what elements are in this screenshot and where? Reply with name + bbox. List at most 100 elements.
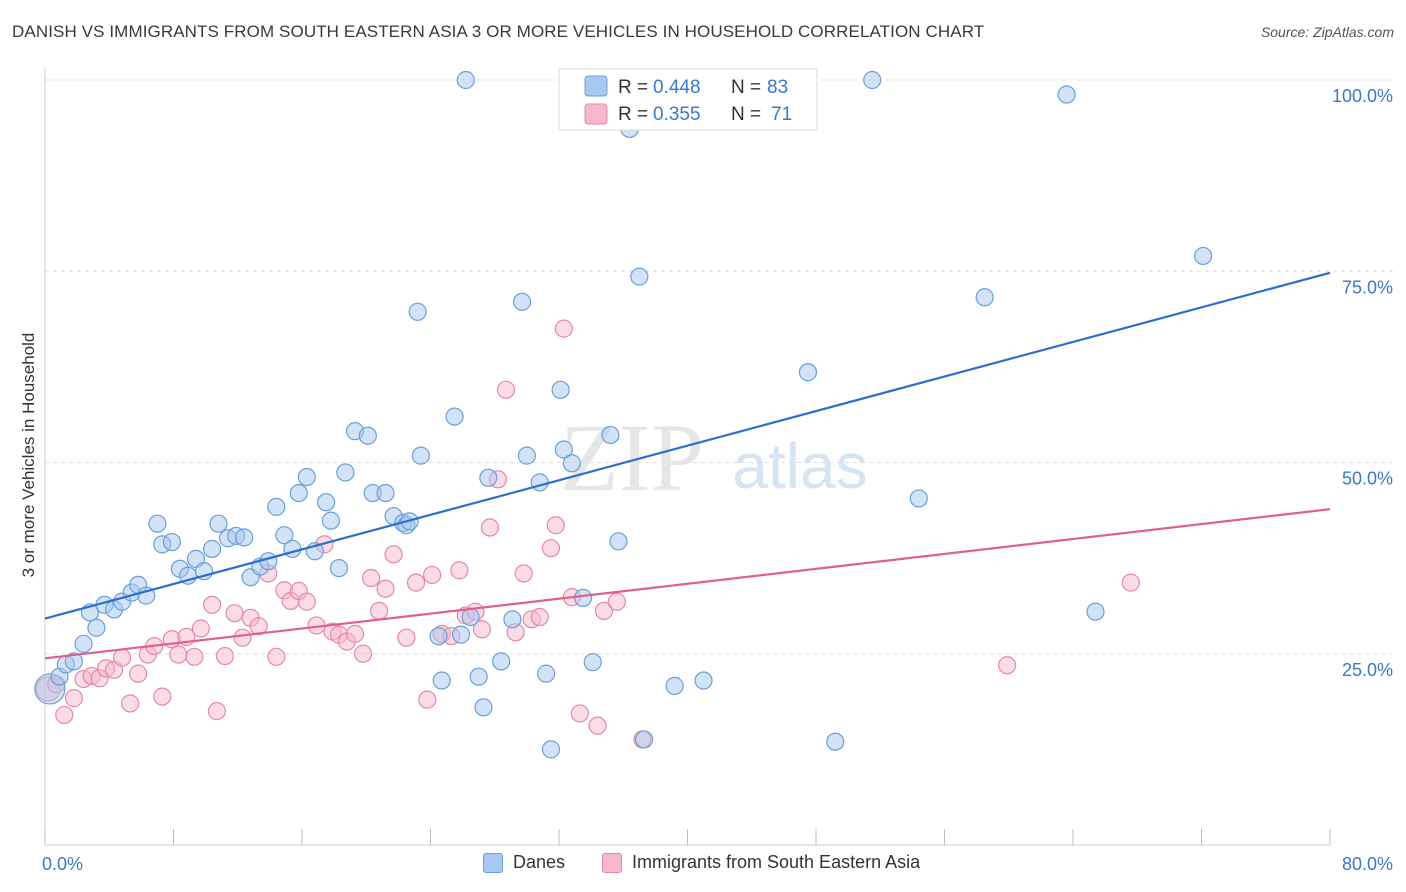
y-axis-label: 3 or more Vehicles in Household	[19, 333, 38, 578]
data-point-immigrants	[594, 601, 614, 621]
y-tick-label: 100.0%	[1332, 86, 1393, 106]
data-point-danes	[694, 671, 713, 690]
data-point-danes	[429, 627, 448, 646]
trend-lines	[44, 271, 1331, 660]
bottom-legend: Danes Immigrants from South Eastern Asia	[0, 852, 1406, 878]
data-point-danes	[635, 730, 654, 749]
data-point-immigrants	[384, 545, 403, 564]
data-point-immigrants	[345, 624, 365, 643]
data-point-danes	[530, 473, 549, 492]
data-point-danes	[551, 380, 570, 399]
data-point-immigrants	[418, 690, 437, 709]
data-point-danes	[235, 528, 254, 547]
data-point-danes	[492, 652, 511, 671]
watermark: ZIP atlas	[560, 404, 868, 511]
data-point-immigrants	[496, 380, 516, 399]
data-point-danes	[358, 426, 377, 445]
data-point-danes	[583, 653, 602, 672]
data-point-danes	[665, 676, 684, 695]
data-point-immigrants	[153, 687, 172, 706]
data-point-danes	[479, 468, 498, 487]
data-point-danes	[1057, 85, 1076, 104]
data-point-immigrants	[423, 565, 442, 585]
data-point-danes	[1194, 246, 1213, 266]
data-point-danes	[329, 558, 349, 578]
data-point-immigrants	[570, 704, 589, 723]
data-point-immigrants	[191, 619, 210, 638]
data-point-immigrants	[397, 628, 416, 647]
data-point-danes	[503, 610, 522, 629]
y-tick-label: 25.0%	[1342, 660, 1393, 680]
legend-n-label-immigrants: N =	[731, 104, 761, 125]
legend-n-value-danes: 83	[767, 77, 788, 98]
data-point-danes	[411, 446, 430, 465]
legend-swatch-danes-bottom	[483, 852, 503, 873]
data-point-danes	[74, 634, 93, 653]
data-point-danes	[975, 288, 994, 307]
top-legend: R = 0.448 N = 83 R = 0.355 N = 71	[558, 68, 818, 131]
data-point-danes	[267, 497, 286, 516]
legend-swatch-immigrants	[584, 103, 608, 125]
legend-r-value-immigrants: 0.355	[653, 104, 701, 125]
data-point-immigrants	[370, 601, 389, 621]
legend-r-value-danes: 0.448	[653, 77, 701, 98]
legend-n-value-immigrants: 71	[771, 104, 792, 125]
data-point-danes	[408, 302, 427, 321]
data-point-immigrants	[472, 620, 491, 639]
data-point-immigrants	[514, 564, 533, 583]
data-point-immigrants	[607, 592, 626, 611]
data-point-danes	[64, 652, 84, 671]
legend-item-immigrants: Immigrants from South Eastern Asia	[602, 852, 920, 873]
data-point-immigrants	[215, 646, 234, 666]
data-point-immigrants	[361, 568, 381, 588]
y-tick-label: 75.0%	[1342, 277, 1393, 297]
data-point-immigrants	[112, 648, 132, 667]
watermark-zip: ZIP	[560, 404, 704, 511]
legend-swatch-danes	[584, 75, 608, 97]
data-point-danes	[202, 539, 222, 559]
data-point-danes	[87, 618, 106, 637]
trend-line-immigrants	[44, 508, 1331, 660]
data-point-immigrants	[233, 628, 252, 647]
x-tick-labels: 0.0% 80.0%	[42, 854, 1393, 874]
data-point-danes	[376, 484, 395, 503]
data-point-danes	[275, 526, 294, 545]
data-point-danes	[162, 532, 181, 552]
legend-item-danes: Danes	[483, 852, 565, 873]
data-point-danes	[630, 267, 649, 286]
data-point-immigrants	[169, 645, 188, 664]
data-point-immigrants	[55, 705, 74, 725]
data-point-danes	[209, 514, 228, 533]
data-point-danes	[445, 407, 464, 426]
series-immigrants-points	[35, 319, 1140, 749]
data-point-danes	[283, 539, 302, 559]
data-point-immigrants	[202, 595, 222, 614]
data-point-immigrants	[998, 656, 1017, 675]
chart-title: DANISH VS IMMIGRANTS FROM SOUTH EASTERN …	[12, 22, 985, 41]
data-point-danes	[863, 70, 882, 90]
data-point-immigrants	[64, 689, 84, 708]
data-point-immigrants	[554, 319, 573, 338]
data-point-immigrants	[129, 664, 148, 683]
legend-label-danes: Danes	[513, 852, 566, 872]
y-tick-label: 50.0%	[1342, 469, 1393, 489]
data-point-danes	[451, 625, 471, 644]
data-point-immigrants	[450, 561, 469, 580]
data-point-danes	[469, 667, 488, 686]
data-point-danes	[798, 363, 818, 382]
data-point-danes	[554, 440, 573, 459]
data-point-danes	[461, 607, 480, 627]
data-point-danes	[148, 514, 167, 533]
data-point-danes	[289, 484, 308, 503]
trend-line-danes	[44, 271, 1331, 620]
legend-label-immigrants: Immigrants from South Eastern Asia	[632, 852, 921, 872]
data-point-danes	[474, 698, 493, 717]
data-point-danes	[909, 489, 928, 508]
data-point-danes	[432, 671, 451, 690]
watermark-atlas: atlas	[732, 430, 867, 502]
data-point-immigrants	[541, 539, 561, 558]
data-point-danes	[541, 740, 561, 759]
source-credit: Source: ZipAtlas.com	[1260, 24, 1394, 40]
data-point-immigrants	[480, 518, 500, 537]
